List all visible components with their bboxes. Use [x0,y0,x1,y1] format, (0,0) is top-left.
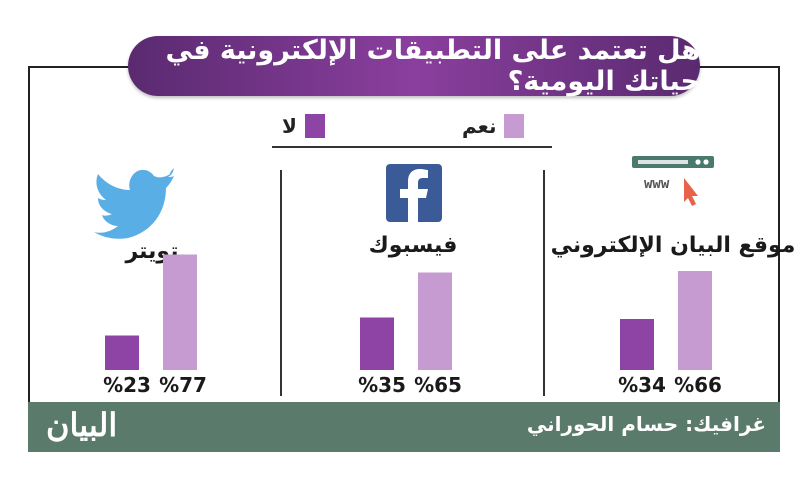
legend-underline [272,146,552,148]
value-label-yes-2: %66 [674,373,722,397]
legend: نعم لا [272,112,552,148]
category-label-facebook: فيسبوك [369,233,458,258]
legend-label-yes: نعم [462,114,497,138]
column-divider [280,170,282,396]
footer: البيان غرافيك: حسام الحوراني [28,402,780,452]
graphic-credit: غرافيك: حسام الحوراني [526,412,766,436]
legend-swatch-no [304,114,325,138]
legend-swatch-yes [504,114,525,138]
value-labels-group: %77 %23 %65 %35 %66 %34 [103,373,722,397]
bar-yes-0 [163,254,197,370]
chart-title: هل تعتمد على التطبيقات الإلكترونية في حي… [128,35,700,97]
bar-no-2 [620,319,654,370]
bar-no-1 [360,317,394,370]
bars-group [105,254,712,370]
column-divider [543,170,545,396]
legend-item-yes: نعم [462,114,525,138]
bar-yes-2 [678,271,712,370]
value-label-no-1: %35 [358,373,406,397]
twitter-bird-icon [94,168,174,239]
value-label-yes-1: %65 [414,373,462,397]
legend-item-no: لا [282,114,325,138]
publisher-logo: البيان [46,406,118,444]
value-label-no-2: %34 [618,373,666,397]
value-label-yes-0: %77 [159,373,207,397]
facebook-logo-icon [386,164,442,222]
bar-no-0 [105,335,139,370]
browser-window-icon: www [632,156,714,206]
legend-label-no: لا [282,114,297,138]
browser-url-text: www [644,176,670,192]
bar-yes-1 [418,272,452,370]
category-label-website: موقع البيان الإلكتروني [551,233,796,258]
value-label-no-0: %23 [103,373,151,397]
chart-frame [28,66,780,452]
